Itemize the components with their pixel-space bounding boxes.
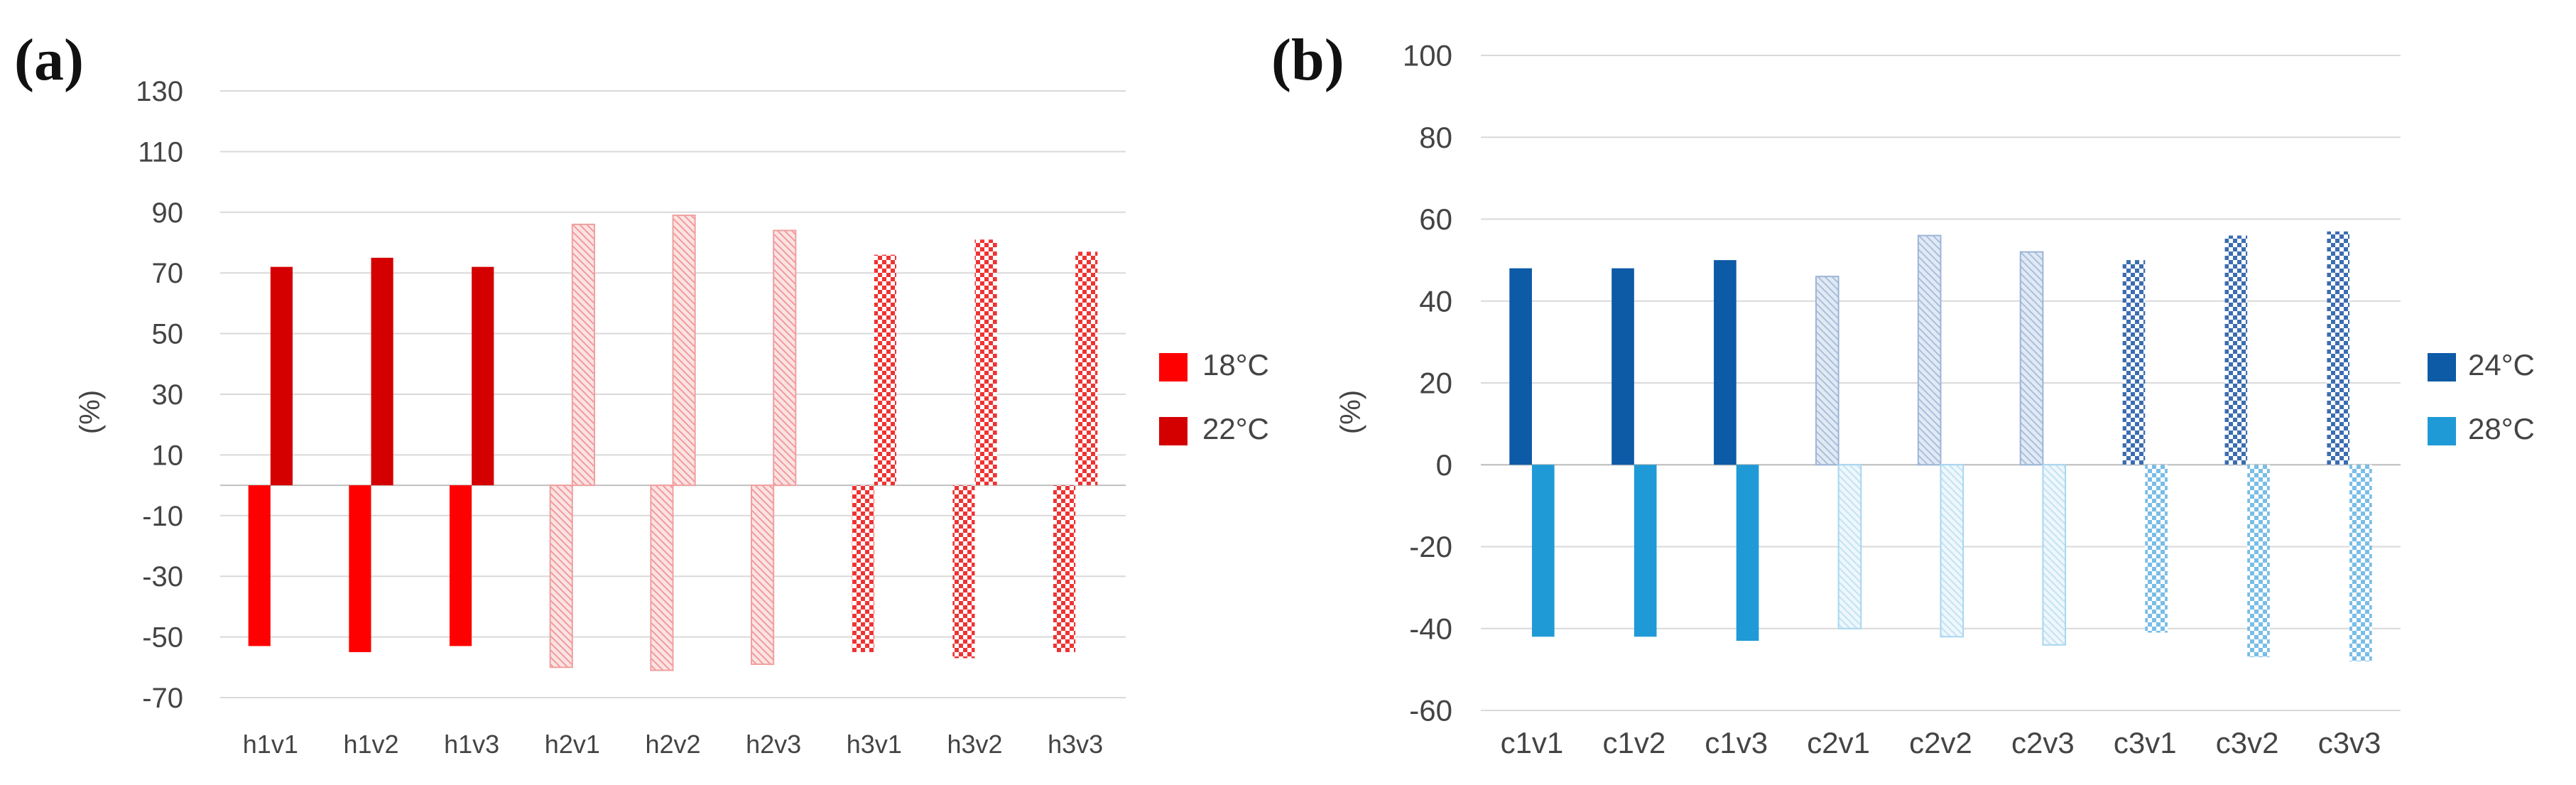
- panel-a-bar-h1v1-18c: [248, 485, 271, 646]
- panel-a-legend-swatch-0: [1159, 353, 1188, 381]
- panel-a-x-tick-label: h2v2: [645, 730, 700, 759]
- panel-b-y-tick-label: -40: [1409, 612, 1452, 645]
- panel-b-bar-c3v2-28c: [2247, 465, 2270, 658]
- panel-a-x-tick-label: h1v2: [343, 730, 398, 759]
- panel-b-bar-c1v2-28c: [1634, 465, 1657, 637]
- panel-b-bar-c3v3-28c: [2349, 465, 2372, 661]
- panel-b-bar-c3v1-28c: [2145, 465, 2168, 633]
- panel-b-legend-swatch-1: [2428, 417, 2456, 445]
- panel-a-x-tick-label: h3v3: [1048, 730, 1103, 759]
- panel-a-bar-h2v3-22c: [773, 229, 797, 487]
- panel-a-bar-h2v1-22c: [571, 223, 595, 487]
- panel-b-y-tick-label: 60: [1419, 202, 1452, 236]
- panel-a-bar-h1v2-22c: [371, 257, 393, 486]
- panel-a-bar-h3v3-18c: [1053, 485, 1076, 652]
- panel-b-legend-label-24c: 24°C: [2468, 348, 2535, 381]
- panel-b-y-tick-label: -60: [1409, 694, 1452, 727]
- panel-a-x-tick-label: h1v3: [444, 730, 499, 759]
- panel-a-label: (a): [14, 27, 84, 93]
- panel-b-bar-c1v2-24c: [1612, 268, 1634, 465]
- panel-a-bar-h3v2-22c: [974, 239, 997, 486]
- panel-b-bar-c2v1-28c: [1837, 464, 1862, 629]
- panel-a-y-tick-label: 50: [152, 319, 184, 350]
- panel-a-bar-h2v1-18c: [549, 484, 573, 668]
- panel-a-y-tick-label: 30: [152, 379, 184, 411]
- panel-b-bar-c1v1-28c: [1531, 465, 1555, 637]
- panel-a-y-tick-label: 130: [136, 76, 183, 107]
- panel-a-legend-label-22c: 22°C: [1202, 412, 1269, 445]
- panel-b-y-tick-label: 80: [1419, 121, 1452, 154]
- panel-b-y-tick-label: 100: [1403, 39, 1452, 72]
- panel-b-bar-c3v2-24c: [2224, 235, 2248, 465]
- panel-a-bar-h3v3-22c: [1075, 251, 1098, 486]
- panel-b-legend-swatch-0: [2428, 353, 2456, 381]
- panel-b-label: (b): [1271, 27, 1344, 93]
- panel-a-bar-h3v2-18c: [952, 485, 975, 659]
- panel-a-y-tick-label: -50: [142, 622, 183, 654]
- panel-b-bar-c3v3-24c: [2327, 231, 2350, 465]
- panel-b-bar-c2v1-24c: [1815, 276, 1839, 466]
- panel-b-y-tick-label: 20: [1419, 367, 1452, 400]
- panel-a-y-tick-label: -70: [142, 683, 183, 714]
- panel-b-bar-c1v1-24c: [1509, 268, 1532, 465]
- panel-a-legend-swatch-1: [1159, 417, 1188, 445]
- panel-b-bar-c2v3-24c: [2019, 251, 2044, 466]
- panel-b-x-tick-label: c1v2: [1602, 726, 1665, 759]
- panel-a-bar-h1v3-22c: [472, 266, 494, 486]
- panel-b-bar-c3v1-24c: [2122, 260, 2146, 465]
- panel-b-bar-c2v2-24c: [1917, 234, 1942, 466]
- panel-b-bar-c1v3-28c: [1736, 465, 1759, 641]
- panel-b-x-tick-label: c1v3: [1705, 726, 1768, 759]
- panel-b-x-tick-label: c3v2: [2216, 726, 2279, 759]
- panel-a-bar-h1v1-22c: [270, 266, 293, 486]
- panel-b-x-tick-label: c3v3: [2318, 726, 2381, 759]
- panel-a-x-tick-label: h3v1: [847, 730, 902, 759]
- panel-a-y-tick-label: 90: [152, 197, 184, 229]
- panel-b-x-tick-label: c2v3: [2011, 726, 2075, 759]
- panel-a-y-tick-label: -10: [142, 501, 183, 532]
- panel-a-bar-h2v2-18c: [650, 484, 674, 671]
- panel-a-y-tick-label: 10: [152, 440, 184, 471]
- panel-a-bar-h2v2-22c: [672, 215, 696, 487]
- panel-a-legend-label-18c: 18°C: [1202, 348, 1269, 381]
- panel-b-legend-label-28c: 28°C: [2468, 412, 2535, 445]
- panel-a-x-tick-label: h1v1: [243, 730, 298, 759]
- panel-b-y-tick-label: 40: [1419, 284, 1452, 318]
- panel-a-y-tick-label: 110: [138, 136, 183, 168]
- panel-b-bar-c2v2-28c: [1940, 464, 1964, 638]
- panel-a-bar-h3v1-18c: [852, 485, 874, 652]
- panel-a-y-tick-label: -30: [142, 561, 183, 592]
- panel-b-x-tick-label: c3v1: [2114, 726, 2177, 759]
- panel-a-x-tick-label: h3v2: [947, 730, 1002, 759]
- panel-a-bar-h3v1-22c: [874, 254, 896, 486]
- panel-b-x-tick-label: c1v1: [1501, 726, 1564, 759]
- panel-b-y-axis-label: (%): [1335, 390, 1366, 434]
- panel-b-y-tick-label: 0: [1436, 448, 1452, 482]
- panel-b-bar-c1v3-24c: [1714, 260, 1737, 465]
- panel-a-y-axis-label: (%): [75, 390, 106, 434]
- panel-b-y-tick-label: -20: [1409, 530, 1452, 563]
- panel-b-bar-c2v3-28c: [2042, 464, 2067, 646]
- panel-b-x-tick-label: c2v1: [1807, 726, 1870, 759]
- panel-a-bar-h1v3-18c: [450, 485, 472, 646]
- panel-b-x-tick-label: c2v2: [1909, 726, 1972, 759]
- panel-a-bar-h1v2-18c: [349, 485, 371, 652]
- panel-a-bar-h2v3-18c: [751, 484, 775, 666]
- panel-a-y-tick-label: 70: [152, 258, 184, 289]
- panel-a-x-tick-label: h2v1: [545, 730, 600, 759]
- panel-a-x-tick-label: h2v3: [746, 730, 801, 759]
